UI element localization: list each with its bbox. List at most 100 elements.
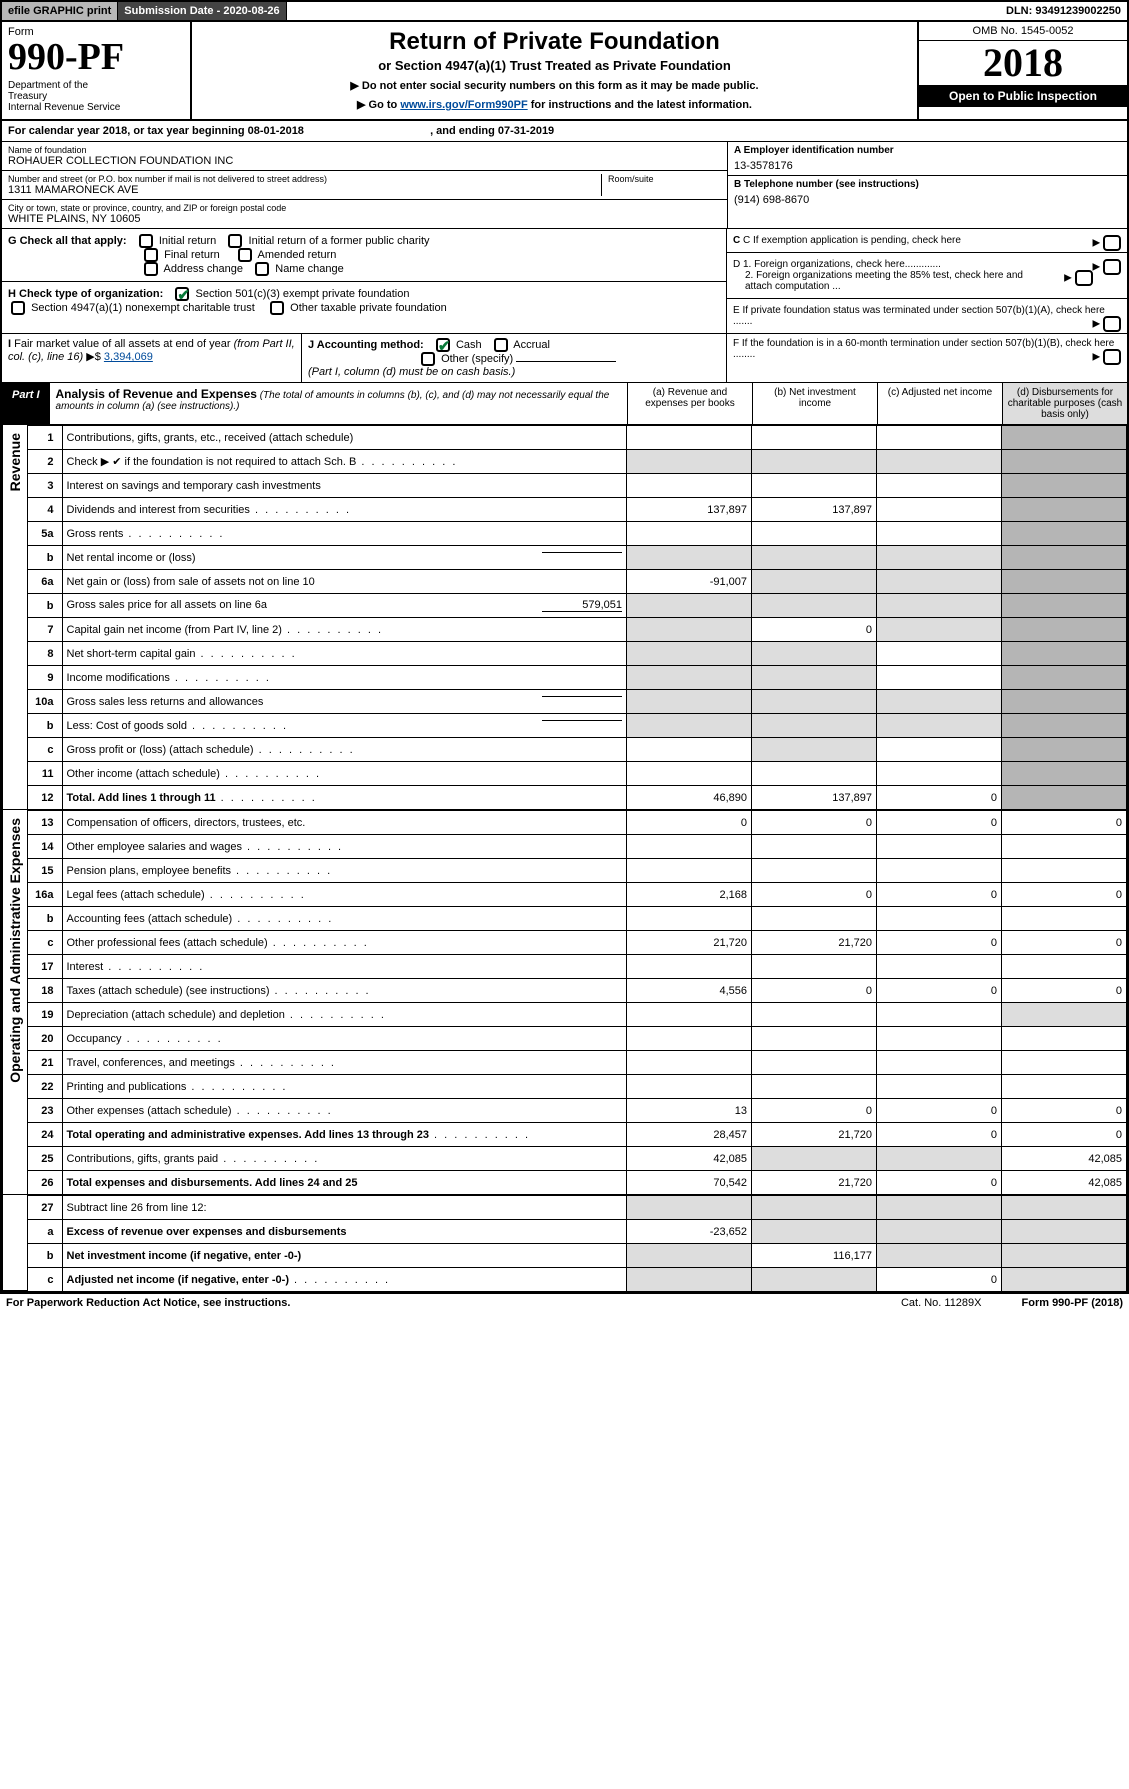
chk-initial[interactable] (139, 234, 153, 248)
col-c: (c) Adjusted net income (877, 383, 1002, 424)
form-ref: Form 990-PF (2018) (1022, 1297, 1124, 1309)
chk-d1[interactable] (1103, 259, 1121, 275)
form-title-box: Return of Private Foundation or Section … (192, 22, 917, 119)
h-checks: H Check type of organization: Section 50… (2, 282, 726, 320)
chk-4947[interactable] (11, 301, 25, 315)
table-row: 11Other income (attach schedule) (28, 762, 1127, 786)
topbar: efile GRAPHIC print Submission Date - 20… (2, 2, 1127, 22)
chk-cash[interactable] (436, 338, 450, 352)
cat-no: Cat. No. 11289X (901, 1297, 982, 1309)
line-c: C C If exemption application is pending,… (727, 229, 1127, 253)
pra-notice: For Paperwork Reduction Act Notice, see … (6, 1297, 290, 1309)
table-row: 22Printing and publications (28, 1075, 1127, 1099)
omb: OMB No. 1545-0052 (919, 22, 1127, 41)
table-row: 5aGross rents (28, 522, 1127, 546)
calendar-year-line: For calendar year 2018, or tax year begi… (2, 121, 1127, 142)
address-row: Number and street (or P.O. box number if… (2, 171, 727, 200)
city-row: City or town, state or province, country… (2, 200, 727, 228)
expenses-table: 13Compensation of officers, directors, t… (28, 810, 1127, 1195)
table-row: 24Total operating and administrative exp… (28, 1123, 1127, 1147)
chk-amended[interactable] (238, 248, 252, 262)
table-row: 4Dividends and interest from securities1… (28, 498, 1127, 522)
chk-501c3[interactable] (175, 287, 189, 301)
table-row: 12Total. Add lines 1 through 1146,890137… (28, 786, 1127, 810)
revenue-table: 1Contributions, gifts, grants, etc., rec… (28, 425, 1127, 810)
line-j: J Accounting method: Cash Accrual Other … (302, 334, 727, 382)
chk-other-tax[interactable] (270, 301, 284, 315)
side-revenue: Revenue (2, 425, 28, 810)
table-row: 8Net short-term capital gain (28, 642, 1127, 666)
chk-c[interactable] (1103, 235, 1121, 251)
part1-desc: Analysis of Revenue and Expenses (The to… (50, 383, 627, 424)
table-row: 9Income modifications (28, 666, 1127, 690)
col-b: (b) Net investment income (752, 383, 877, 424)
chk-address[interactable] (144, 262, 158, 276)
table-row: bNet rental income or (loss) (28, 546, 1127, 570)
efile-tag: efile GRAPHIC print (2, 2, 118, 20)
chk-d2[interactable] (1075, 270, 1093, 286)
table-row: bAccounting fees (attach schedule) (28, 907, 1127, 931)
table-row: 7Capital gain net income (from Part IV, … (28, 618, 1127, 642)
table-row: 19Depreciation (attach schedule) and dep… (28, 1003, 1127, 1027)
table-row: 25Contributions, gifts, grants paid42,08… (28, 1147, 1127, 1171)
form-container: efile GRAPHIC print Submission Date - 20… (0, 0, 1129, 1294)
table-row: 16aLegal fees (attach schedule)2,168000 (28, 883, 1127, 907)
year-box: OMB No. 1545-0052 2018 Open to Public In… (917, 22, 1127, 119)
table-row: bLess: Cost of goods sold (28, 714, 1127, 738)
tax-year: 2018 (919, 41, 1127, 85)
form-subtitle: or Section 4947(a)(1) Trust Treated as P… (202, 58, 907, 73)
chk-e[interactable] (1103, 316, 1121, 332)
note-ssn: ▶ Do not enter social security numbers o… (202, 79, 907, 92)
ein: A Employer identification number 13-3578… (728, 142, 1127, 176)
table-row: cOther professional fees (attach schedul… (28, 931, 1127, 955)
table-row: 14Other employee salaries and wages (28, 835, 1127, 859)
table-row: 1Contributions, gifts, grants, etc., rec… (28, 426, 1127, 450)
col-d: (d) Disbursements for charitable purpose… (1002, 383, 1127, 424)
table-row: 10aGross sales less returns and allowanc… (28, 690, 1127, 714)
expenses-block: Operating and Administrative Expenses 13… (2, 810, 1127, 1195)
form-title: Return of Private Foundation (202, 28, 907, 56)
dln: DLN: 93491239002250 (1000, 2, 1127, 20)
table-row: bNet investment income (if negative, ent… (28, 1244, 1127, 1268)
form-header: Form 990-PF Department of theTreasuryInt… (2, 22, 1127, 121)
line-d: D 1. Foreign organizations, check here..… (727, 253, 1127, 299)
table-row: 20Occupancy (28, 1027, 1127, 1051)
instructions-link[interactable]: www.irs.gov/Form990PF (400, 99, 527, 111)
chk-final[interactable] (144, 248, 158, 262)
net-block: 27Subtract line 26 from line 12:aExcess … (2, 1195, 1127, 1292)
table-row: cGross profit or (loss) (attach schedule… (28, 738, 1127, 762)
dept: Department of theTreasuryInternal Revenu… (8, 80, 184, 113)
table-row: aExcess of revenue over expenses and dis… (28, 1220, 1127, 1244)
table-row: 21Travel, conferences, and meetings (28, 1051, 1127, 1075)
net-table: 27Subtract line 26 from line 12:aExcess … (28, 1195, 1127, 1292)
part1-header: Part I Analysis of Revenue and Expenses … (2, 383, 1127, 425)
foundation-name: Name of foundation ROHAUER COLLECTION FO… (2, 142, 727, 171)
table-row: cAdjusted net income (if negative, enter… (28, 1268, 1127, 1292)
chk-other-acct[interactable] (421, 352, 435, 366)
fmv-link[interactable]: 3,394,069 (104, 351, 153, 363)
footer: For Paperwork Reduction Act Notice, see … (0, 1294, 1129, 1312)
note-link: ▶ Go to www.irs.gov/Form990PF for instru… (202, 98, 907, 111)
form-number-box: Form 990-PF Department of theTreasuryInt… (2, 22, 192, 119)
table-row: 3Interest on savings and temporary cash … (28, 474, 1127, 498)
ij-row: I Fair market value of all assets at end… (2, 334, 1127, 383)
chk-f[interactable] (1103, 349, 1121, 365)
line-i: I Fair market value of all assets at end… (2, 334, 302, 382)
table-row: 23Other expenses (attach schedule)13000 (28, 1099, 1127, 1123)
open-inspection: Open to Public Inspection (919, 85, 1127, 107)
chk-accrual[interactable] (494, 338, 508, 352)
table-row: 26Total expenses and disbursements. Add … (28, 1171, 1127, 1195)
col-a: (a) Revenue and expenses per books (627, 383, 752, 424)
chk-initial-former[interactable] (228, 234, 242, 248)
line-e: E If private foundation status was termi… (727, 299, 1127, 333)
table-row: 27Subtract line 26 from line 12: (28, 1196, 1127, 1220)
table-row: bGross sales price for all assets on lin… (28, 594, 1127, 618)
line-f: F If the foundation is in a 60-month ter… (727, 334, 1127, 382)
chk-name[interactable] (255, 262, 269, 276)
table-row: 2Check ▶ ✔ if the foundation is not requ… (28, 450, 1127, 474)
checks-section: G Check all that apply: Initial return I… (2, 229, 1127, 334)
subdate-label: Submission Date - 2020-08-26 (118, 2, 286, 20)
table-row: 17Interest (28, 955, 1127, 979)
form-number: 990-PF (8, 38, 184, 76)
part1-tag: Part I (2, 383, 50, 424)
